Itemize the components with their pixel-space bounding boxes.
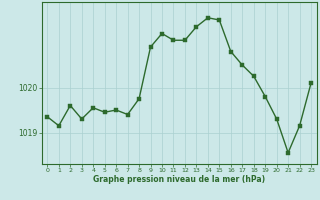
X-axis label: Graphe pression niveau de la mer (hPa): Graphe pression niveau de la mer (hPa) [93, 175, 265, 184]
